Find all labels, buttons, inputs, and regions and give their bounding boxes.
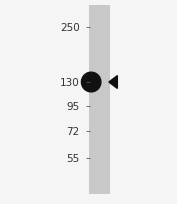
Bar [88, 6, 110, 194]
Text: 130: 130 [60, 78, 80, 88]
Text: 250: 250 [60, 23, 80, 32]
Text: 72: 72 [66, 127, 80, 136]
Text: 55: 55 [66, 153, 80, 163]
Ellipse shape [81, 73, 101, 92]
Text: 95: 95 [66, 101, 80, 111]
Polygon shape [109, 76, 117, 89]
